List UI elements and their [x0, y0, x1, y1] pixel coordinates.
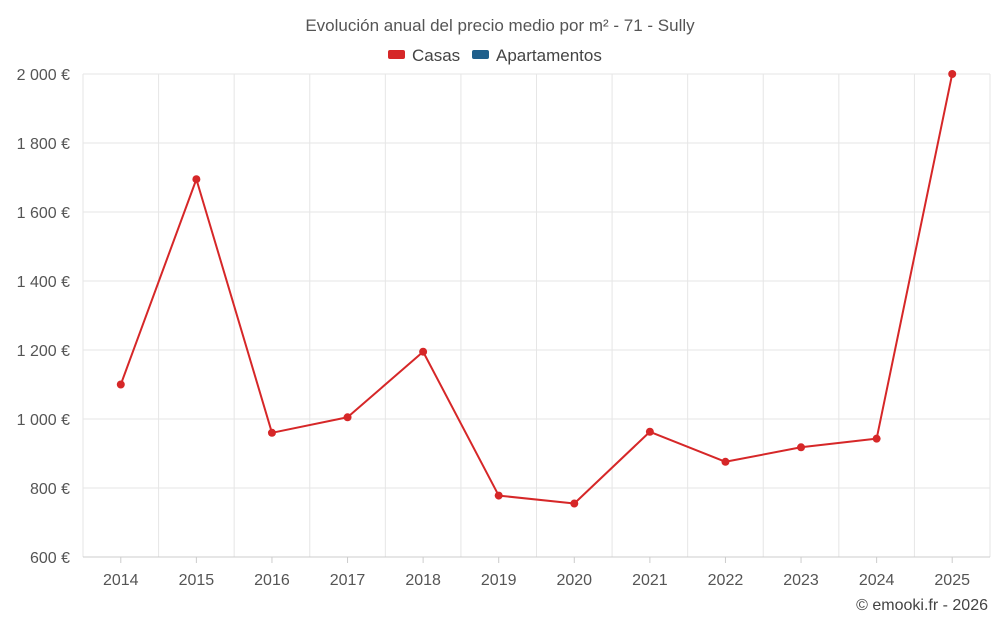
x-axis-tick-labels: 2014 2015 2016 2017 2018 2019 2020 2021 2022 2023… [103, 557, 970, 589]
data-point-casas-2021 [645, 427, 654, 436]
series-lines [119, 73, 954, 505]
legend-swatch-apartamentos [472, 50, 489, 59]
y-tick-label-2000: 2 000 € [17, 67, 70, 84]
data-point-casas-2019 [494, 491, 503, 500]
x-tick-label-2019: 2019 [481, 572, 517, 589]
data-point-casas-2023 [797, 443, 806, 452]
legend: Casas Apartamentos [388, 46, 602, 65]
data-point-casas-2024 [872, 434, 881, 443]
x-tick-label-2024: 2024 [859, 572, 895, 589]
y-tick-label-1200: 1 200 € [17, 343, 70, 360]
y-tick-label-600: 600 € [30, 550, 70, 567]
legend-label-casas[interactable]: Casas [412, 46, 460, 65]
series-line-casas [119, 73, 954, 505]
data-point-casas-2017 [343, 413, 352, 422]
series-points [116, 70, 957, 508]
x-tick-label-2015: 2015 [179, 572, 215, 589]
x-gridlines [82, 74, 991, 557]
credit-text: © emooki.fr - 2026 [856, 597, 988, 614]
data-point-casas-2018 [419, 347, 428, 356]
x-tick-label-2017: 2017 [330, 572, 366, 589]
x-tick-label-2014: 2014 [103, 572, 139, 589]
x-tick-label-2021: 2021 [632, 572, 668, 589]
legend-swatch-casas [388, 50, 405, 59]
x-tick-label-2022: 2022 [708, 572, 744, 589]
y-tick-label-1600: 1 600 € [17, 205, 70, 222]
legend-label-apartamentos[interactable]: Apartamentos [496, 46, 602, 65]
data-point-casas-2022 [721, 457, 730, 466]
x-tick-label-2025: 2025 [934, 572, 970, 589]
x-tick-label-2016: 2016 [254, 572, 290, 589]
y-axis-tick-labels: 600 € 800 € 1 000 € 1 200 € 1 400 € 1 600 € 1 … [17, 67, 70, 567]
x-tick-label-2020: 2020 [556, 572, 592, 589]
data-point-casas-2015 [192, 175, 201, 184]
y-tick-label-800: 800 € [30, 481, 70, 498]
chart-title: Evolución anual del precio medio por m² … [305, 16, 695, 35]
data-point-casas-2020 [570, 499, 579, 508]
y-tick-label-1000: 1 000 € [17, 412, 70, 429]
y-tick-label-1400: 1 400 € [17, 274, 70, 291]
data-point-casas-2014 [116, 380, 125, 389]
data-point-casas-2016 [267, 428, 276, 437]
x-tick-label-2018: 2018 [405, 572, 441, 589]
y-tick-label-1800: 1 800 € [17, 136, 70, 153]
data-point-casas-2025 [948, 70, 957, 78]
x-tick-label-2023: 2023 [783, 572, 819, 589]
